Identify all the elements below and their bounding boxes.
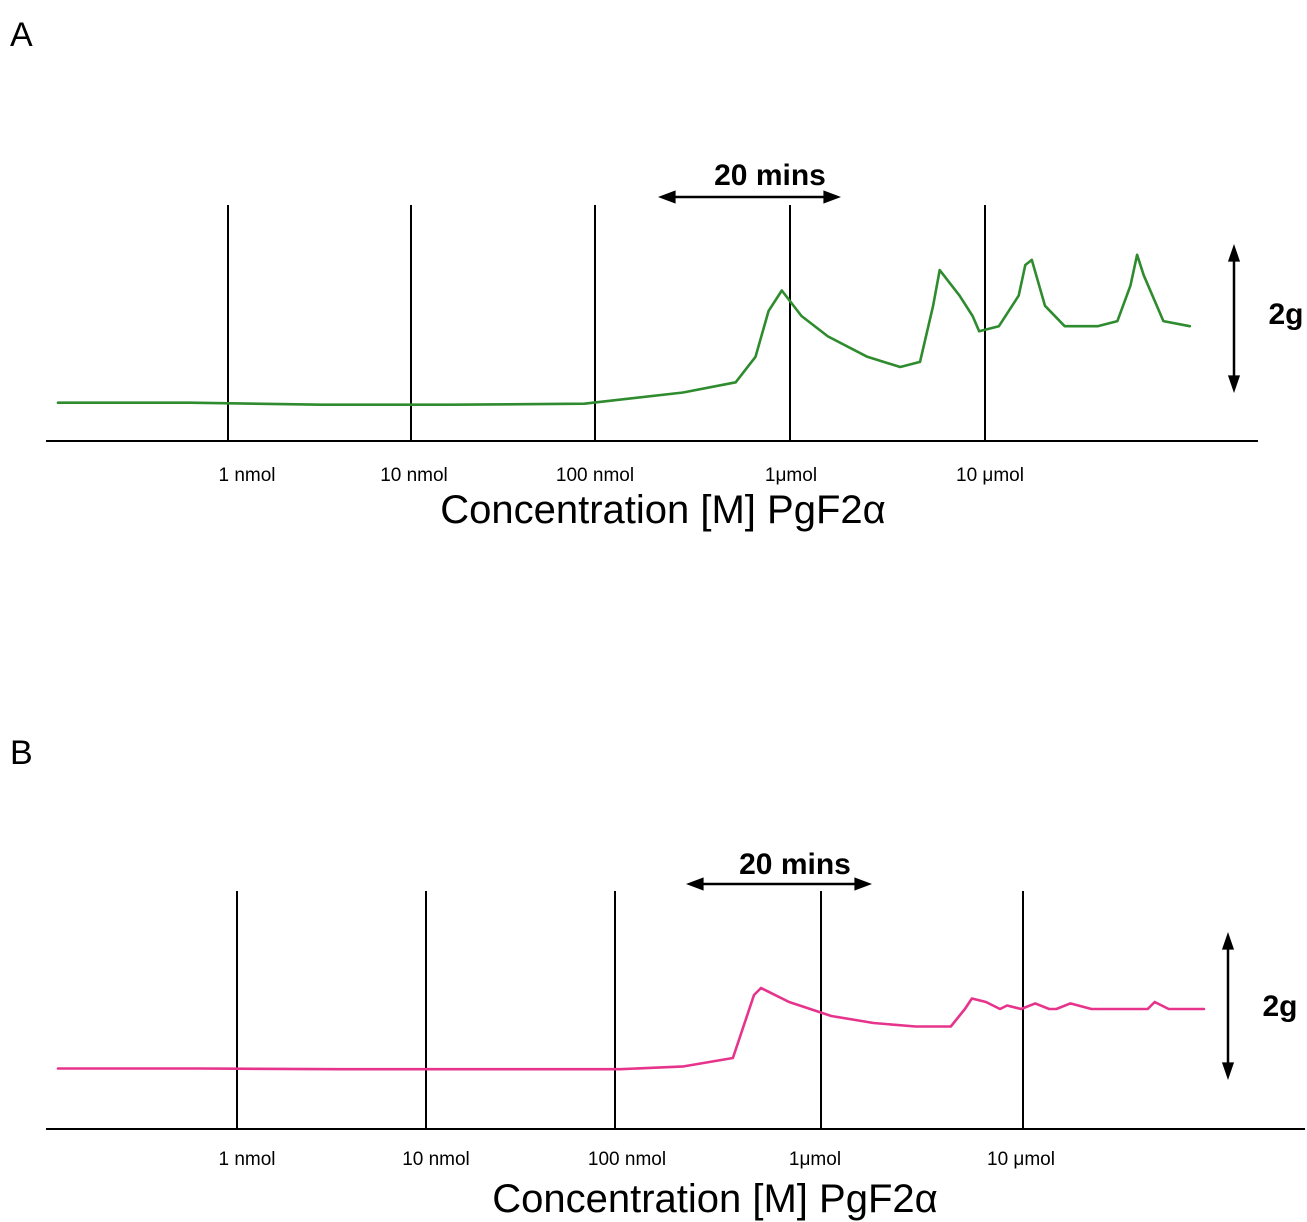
panel-b-dose-label-4: 1μmol — [789, 1149, 841, 1170]
panel-b-time-bar-right-arrow — [854, 877, 872, 891]
panel-a-dose-label-2: 10 nmol — [380, 465, 448, 486]
panel-label-a: A — [10, 16, 33, 54]
panel-a-dose-label-4: 1μmol — [765, 465, 817, 486]
panel-b-scale-bar-bottom-arrow — [1221, 1062, 1235, 1080]
panel-b-dose-label-5: 10 μmol — [987, 1149, 1055, 1170]
panel-a-scale-bar-label: 2g — [1268, 298, 1303, 331]
panel-b-dose-label-3: 100 nmol — [588, 1149, 666, 1170]
panel-a-time-bar-label: 20 mins — [714, 159, 826, 192]
panel-a-dose-label-1: 1 nmol — [218, 465, 275, 486]
panel-a-tension-trace — [56, 253, 1192, 407]
panel-b-x-axis-label: Concentration [M] PgF2α — [492, 1177, 938, 1221]
panel-a-time-bar-right-arrow — [823, 190, 841, 204]
panel-a-scale-bar-bottom-arrow — [1227, 375, 1241, 393]
panel-label-b: B — [10, 734, 33, 772]
panel-a-dose-label-3: 100 nmol — [556, 465, 634, 486]
panel-a-x-axis-label: Concentration [M] PgF2α — [440, 488, 886, 532]
panel-b-time-bar-left-arrow — [686, 877, 704, 891]
panel-a-scale-bar-top-arrow — [1227, 244, 1241, 262]
panel-b-tension-trace — [56, 986, 1206, 1071]
panel-b-scale-bar-top-arrow — [1221, 932, 1235, 950]
panel-b-scale-bar-label: 2g — [1262, 990, 1297, 1023]
panel-b-time-bar-label: 20 mins — [739, 848, 851, 881]
panel-b-dose-label-1: 1 nmol — [218, 1149, 275, 1170]
panel-a-dose-label-5: 10 μmol — [956, 465, 1024, 486]
panel-b-dose-label-2: 10 nmol — [402, 1149, 470, 1170]
panel-a-time-bar-left-arrow — [658, 190, 676, 204]
